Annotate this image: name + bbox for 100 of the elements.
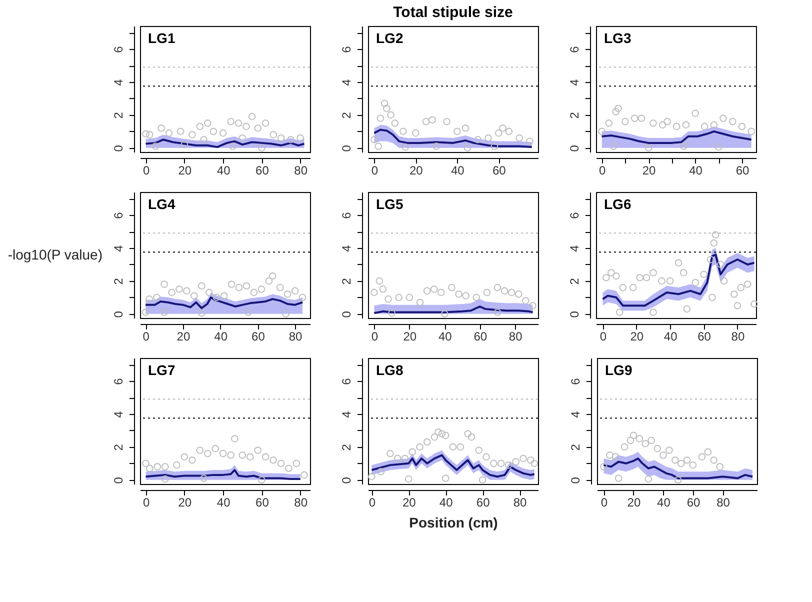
point: [512, 458, 520, 466]
point: [276, 284, 284, 292]
y-tick-label: 6: [112, 46, 126, 53]
point: [638, 114, 646, 122]
point: [490, 142, 498, 150]
y-tick-label: 6: [340, 378, 354, 385]
point: [700, 270, 708, 278]
x-tick-label: 60: [476, 496, 490, 510]
point: [464, 144, 472, 152]
x-tick-label: 80: [508, 330, 523, 344]
x-tick-label: 20: [176, 330, 190, 344]
point: [720, 277, 728, 285]
line-series: [373, 305, 534, 314]
point: [268, 272, 276, 280]
point: [154, 463, 162, 470]
point: [600, 463, 608, 470]
y-tick-label: 4: [340, 78, 354, 86]
point: [692, 278, 700, 286]
line-series: [144, 138, 306, 148]
point: [234, 120, 242, 127]
point: [188, 131, 196, 138]
point: [683, 456, 691, 464]
x-tick-label: 0: [371, 164, 378, 178]
point: [526, 138, 534, 145]
point: [254, 124, 262, 132]
point: [682, 121, 690, 128]
point: [438, 430, 446, 438]
point: [530, 460, 538, 468]
point: [654, 444, 661, 452]
point: [650, 308, 657, 316]
point: [220, 292, 228, 300]
point: [277, 134, 285, 142]
x-tick-label: 20: [630, 330, 644, 344]
point: [714, 143, 722, 151]
point: [200, 474, 208, 482]
y-tick-label: 2: [568, 444, 582, 451]
point: [666, 277, 674, 285]
point: [612, 108, 620, 116]
x-tick-label: 60: [492, 164, 506, 178]
y-tick-label: 0: [340, 476, 354, 484]
y-tick-label: 2: [568, 278, 582, 285]
point: [728, 118, 736, 126]
point: [196, 446, 204, 454]
point: [402, 143, 409, 151]
y-tick-label: 2: [340, 112, 354, 119]
point: [666, 446, 673, 454]
point: [387, 111, 394, 119]
x-tick-label: 20: [402, 496, 416, 510]
x-tick-label: 40: [214, 330, 228, 344]
point: [620, 443, 628, 451]
point: [677, 460, 685, 468]
y-tick-label: 4: [340, 410, 354, 418]
point: [401, 454, 409, 462]
point: [380, 100, 388, 108]
point: [210, 128, 218, 136]
point: [176, 286, 183, 293]
point: [490, 460, 498, 468]
x-tick-label: 20: [627, 496, 641, 510]
point: [422, 118, 430, 126]
x-tick-label: 60: [686, 496, 700, 510]
point: [423, 287, 431, 294]
point: [265, 277, 273, 285]
y-tick-label: 0: [568, 144, 582, 152]
x-tick-label: 80: [288, 330, 303, 344]
x-tick-label: 80: [294, 496, 308, 510]
point: [680, 269, 688, 276]
point: [158, 124, 165, 132]
point: [198, 309, 206, 317]
text: Total stipule size: [393, 4, 513, 21]
point: [437, 288, 445, 296]
point: [483, 288, 491, 296]
x-tick-label: 60: [256, 496, 270, 510]
point: [142, 460, 150, 468]
point: [468, 433, 476, 441]
point: [680, 142, 688, 150]
y-tick-label: 4: [112, 410, 126, 418]
point: [142, 308, 150, 316]
x-tick-label: 0: [600, 330, 607, 344]
x-tick-label: 40: [450, 164, 465, 178]
x-tick-label: 60: [736, 164, 750, 178]
point: [734, 302, 742, 310]
point: [227, 118, 234, 126]
point: [287, 136, 294, 144]
y-tick-label: 0: [340, 144, 354, 152]
point: [644, 144, 652, 152]
point: [614, 474, 622, 482]
point: [612, 453, 620, 460]
chart-title: LG3: [604, 30, 632, 46]
point: [428, 116, 436, 124]
point: [453, 128, 461, 136]
point: [384, 295, 392, 303]
point: [242, 122, 250, 130]
y-tick-label: 4: [112, 244, 126, 252]
point: [146, 131, 154, 138]
point: [674, 476, 682, 484]
point: [161, 463, 169, 470]
point: [238, 134, 246, 142]
point: [432, 142, 440, 150]
point: [173, 461, 180, 469]
line-series: [373, 128, 533, 148]
